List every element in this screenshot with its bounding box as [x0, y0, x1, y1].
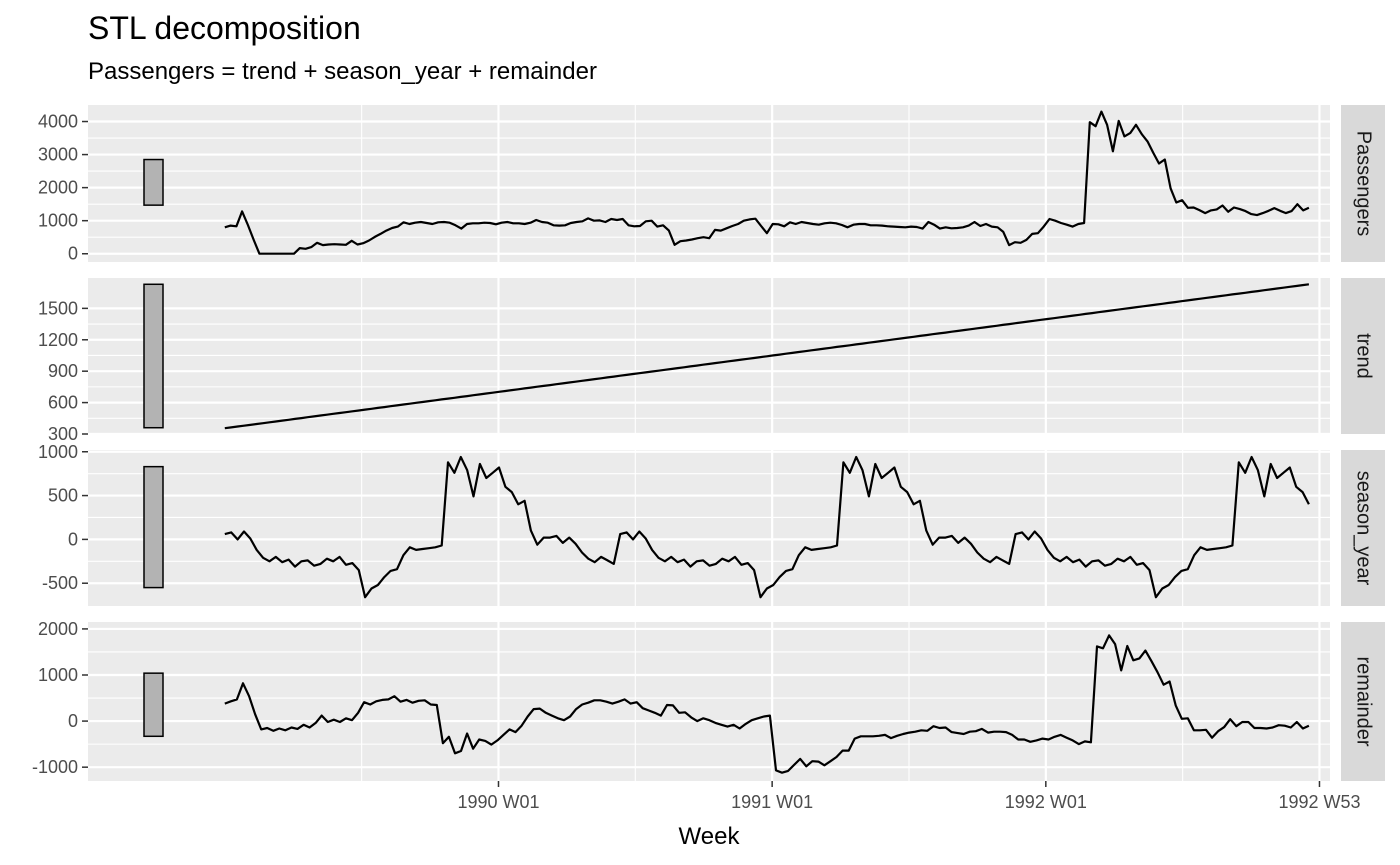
scale-bar-remainder	[143, 672, 164, 738]
y-tick-label-remainder: 0	[68, 711, 78, 731]
x-tick-label: 1990 W01	[457, 792, 539, 812]
x-tick-label: 1992 W53	[1278, 792, 1360, 812]
panel-background-remainder	[88, 622, 1330, 781]
y-tick-label-remainder: -1000	[32, 757, 78, 777]
chart-subtitle: Passengers = trend + season_year + remai…	[88, 58, 597, 85]
series-line-trend	[224, 283, 1310, 430]
chart-title: STL decomposition	[88, 10, 361, 46]
y-tick-label-season-year: -500	[42, 573, 78, 593]
y-tick-label-remainder: 1000	[38, 665, 78, 685]
y-tick-label-passengers: 1000	[38, 211, 78, 231]
series-line-season-year	[224, 455, 1310, 599]
y-tick-label-trend: 1500	[38, 298, 78, 318]
strip-label-trend: trend	[1353, 333, 1375, 379]
scale-bar-season-year	[143, 465, 164, 589]
strip-label-remainder: remainder	[1353, 656, 1375, 746]
y-tick-label-passengers: 0	[68, 244, 78, 264]
strip-label-passengers: Passengers	[1353, 131, 1375, 237]
series-line-remainder	[224, 634, 1310, 774]
y-tick-label-season-year: 1000	[38, 442, 78, 462]
strip-background-trend	[1341, 278, 1385, 434]
x-axis-title: Week	[679, 823, 741, 850]
strip-label-season-year: season_year	[1353, 471, 1375, 586]
strip-background-passengers	[1341, 105, 1385, 262]
y-tick-label-trend: 1200	[38, 330, 78, 350]
x-tick-label: 1992 W01	[1005, 792, 1087, 812]
y-tick-label-passengers: 3000	[38, 145, 78, 165]
y-tick-label-trend: 600	[48, 393, 78, 413]
scale-bar-passengers	[143, 158, 164, 206]
y-tick-label-trend: 900	[48, 361, 78, 381]
panel-background-season-year	[88, 450, 1330, 606]
y-tick-label-season-year: 0	[68, 529, 78, 549]
y-tick-label-passengers: 4000	[38, 112, 78, 132]
strip-background-season-year	[1341, 450, 1385, 606]
x-tick-label: 1991 W01	[731, 792, 813, 812]
strip-background-remainder	[1341, 622, 1385, 781]
y-tick-label-remainder: 2000	[38, 619, 78, 639]
y-tick-label-trend: 300	[48, 424, 78, 444]
y-tick-label-season-year: 500	[48, 486, 78, 506]
series-line-passengers	[224, 110, 1310, 255]
scale-bar-trend	[143, 283, 164, 429]
y-tick-label-passengers: 2000	[38, 178, 78, 198]
